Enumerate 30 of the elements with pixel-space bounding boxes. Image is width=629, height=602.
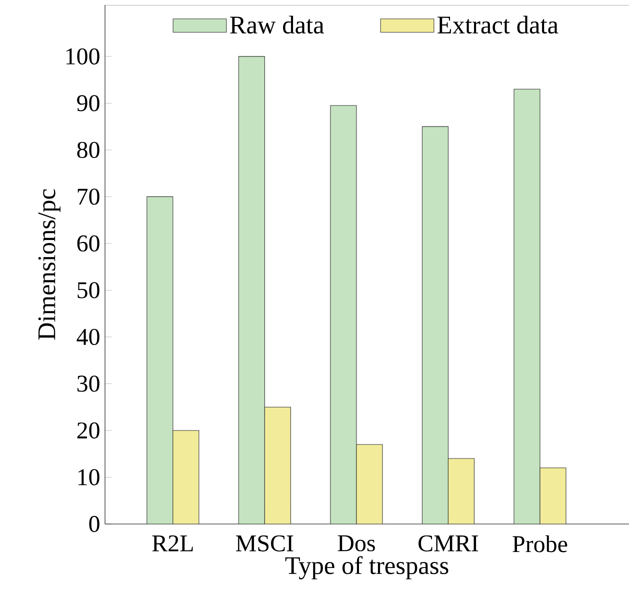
bar <box>330 105 357 524</box>
x-tick-label: CMRI <box>418 535 478 552</box>
x-tick-label: Probe <box>512 535 568 552</box>
bar <box>264 406 291 524</box>
y-tick-label: 60 <box>77 235 100 252</box>
y-tick-label: 90 <box>77 95 100 112</box>
y-tick-label: 80 <box>77 142 100 158</box>
y-tick-label: 50 <box>78 282 100 298</box>
bar <box>422 126 448 524</box>
x-tick-label: R2L <box>152 535 193 552</box>
y-tick-label: 0 <box>89 516 100 532</box>
y-tick-label: 100 <box>66 48 100 65</box>
y-tick-label: 70 <box>78 188 100 205</box>
x-tick-label: Dos <box>338 535 375 552</box>
bar <box>448 458 474 524</box>
y-tick-label: 10 <box>78 469 100 486</box>
x-tick-label: MSCI <box>236 535 294 552</box>
legend-label: Extract data <box>438 16 558 34</box>
x-axis-title: Type of trespass <box>285 556 448 580</box>
bar <box>514 88 540 524</box>
y-tick-label: 40 <box>76 328 100 346</box>
bar <box>238 56 265 524</box>
bar <box>540 468 566 524</box>
bar <box>172 430 200 524</box>
y-tick-label: 20 <box>77 422 100 439</box>
bar <box>356 444 383 524</box>
y-axis-title: Dimensions/pc <box>38 189 60 340</box>
bar <box>146 196 174 524</box>
legend-label: Raw data <box>230 16 324 34</box>
y-tick-label: 30 <box>77 376 100 392</box>
